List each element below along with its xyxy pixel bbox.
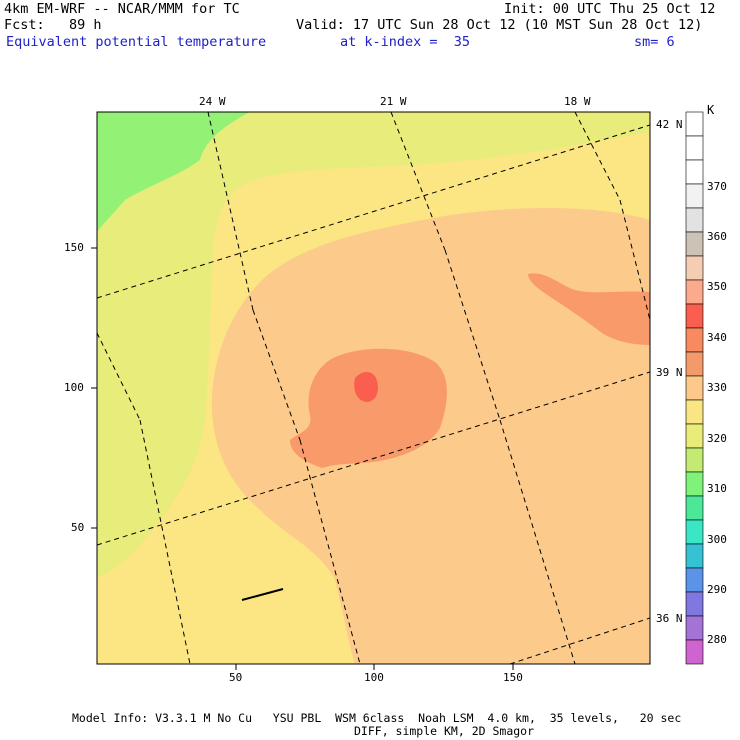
colorbar-swatch bbox=[685, 327, 704, 353]
colorbar-swatch bbox=[685, 207, 704, 233]
model-info-diffusion: DIFF, simple KM, 2D Smagor bbox=[354, 724, 535, 738]
cbar-label-350: 350 bbox=[707, 280, 727, 293]
cbar-label-280: 280 bbox=[707, 633, 727, 646]
colorbar-unit: K bbox=[707, 103, 715, 117]
colorbar-swatch bbox=[685, 159, 704, 185]
model-title: 4km EM-WRF -- NCAR/MMM for TC bbox=[4, 1, 240, 17]
shade-335-east bbox=[528, 273, 650, 345]
colorbar-swatch bbox=[685, 255, 704, 281]
shade-345 bbox=[354, 372, 378, 402]
colorbar-swatch bbox=[685, 447, 704, 473]
lon-label-18w: 18 W bbox=[564, 95, 591, 108]
lat-label-39n: 39 N bbox=[655, 366, 684, 379]
colorbar-swatch bbox=[685, 567, 704, 593]
x-tick-150: 150 bbox=[503, 671, 523, 684]
colorbar-swatch bbox=[685, 351, 704, 377]
colorbar-swatch bbox=[685, 303, 704, 329]
colorbar-swatch bbox=[685, 519, 704, 545]
cbar-label-360: 360 bbox=[707, 230, 727, 243]
colorbar bbox=[685, 111, 704, 665]
colorbar-swatch bbox=[685, 471, 704, 497]
init-time: Init: 00 UTC Thu 25 Oct 12 bbox=[504, 1, 716, 17]
x-tick-100: 100 bbox=[364, 671, 384, 684]
cbar-label-330: 330 bbox=[707, 381, 727, 394]
cbar-label-310: 310 bbox=[707, 482, 727, 495]
smoothing: sm= 6 bbox=[634, 34, 675, 50]
colorbar-swatch bbox=[685, 279, 704, 305]
field-name: Equivalent potential temperature bbox=[6, 34, 267, 50]
model-info: Model Info: V3.3.1 M No Cu YSU PBL WSM 6… bbox=[72, 711, 682, 725]
colorbar-swatch bbox=[685, 495, 704, 521]
y-tick-100: 100 bbox=[64, 381, 84, 394]
shade-335 bbox=[290, 348, 447, 468]
colorbar-swatch bbox=[685, 183, 704, 209]
colorbar-swatch bbox=[685, 135, 704, 161]
colorbar-swatch bbox=[685, 543, 704, 569]
k-index: at k-index = 35 bbox=[340, 34, 471, 50]
valid-time: Valid: 17 UTC Sun 28 Oct 12 (10 MST Sun … bbox=[296, 17, 703, 33]
wind-barb bbox=[241, 588, 284, 601]
colorbar-swatch bbox=[685, 399, 704, 425]
y-tick-50: 50 bbox=[71, 521, 85, 534]
cbar-label-320: 320 bbox=[707, 432, 727, 445]
colorbar-swatch bbox=[685, 591, 704, 617]
colorbar-swatch bbox=[685, 615, 704, 641]
lon-label-24w: 24 W bbox=[199, 95, 226, 108]
colorbar-swatch bbox=[685, 231, 704, 257]
shade-310 bbox=[97, 112, 250, 232]
colorbar-swatch bbox=[685, 639, 704, 665]
cbar-label-300: 300 bbox=[707, 533, 727, 546]
lon-label-21w: 21 W bbox=[380, 95, 407, 108]
forecast-hour: Fcst: 89 h bbox=[4, 17, 102, 33]
y-tick-150: 150 bbox=[64, 241, 84, 254]
colorbar-swatch bbox=[685, 423, 704, 449]
cbar-label-340: 340 bbox=[707, 331, 727, 344]
x-tick-50: 50 bbox=[229, 671, 243, 684]
lat-label-42n: 42 N bbox=[655, 118, 684, 131]
lat-label-36n: 36 N bbox=[655, 612, 684, 625]
cbar-label-370: 370 bbox=[707, 180, 727, 193]
colorbar-swatch bbox=[685, 375, 704, 401]
colorbar-swatch bbox=[685, 111, 704, 137]
cbar-label-290: 290 bbox=[707, 583, 727, 596]
